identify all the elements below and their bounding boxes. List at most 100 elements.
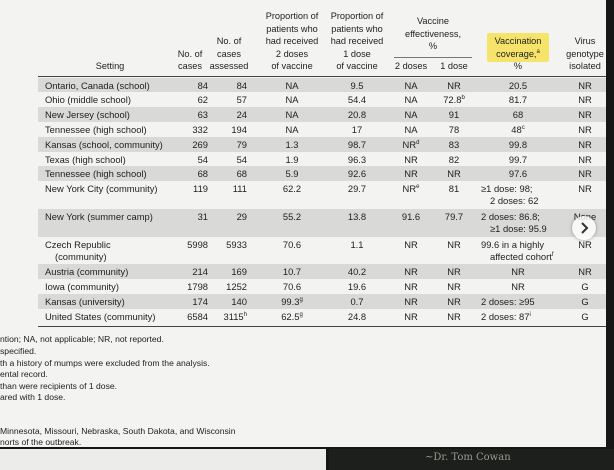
cell-text: 62 <box>197 93 208 105</box>
cell-text: 99.6 in a highly <box>481 238 545 250</box>
table-cell: NRd <box>392 139 430 151</box>
footnote-mark: f <box>551 251 554 258</box>
cell-text: NR <box>404 265 418 277</box>
cell-text: had received <box>330 36 384 47</box>
table-cell: 57 <box>210 94 247 106</box>
table-cell: Czech Republic (community) <box>45 239 175 263</box>
cell-text: 24 <box>236 108 247 120</box>
cell-text: 2 doses <box>275 48 309 59</box>
table-cell: G <box>565 311 605 323</box>
table-cell: 31 <box>172 211 208 223</box>
header-cell: Vaccine effectiveness,% <box>392 10 474 53</box>
cell-text: 140 <box>231 295 247 307</box>
footnote-mark: h <box>243 311 247 318</box>
carousel-next[interactable] <box>572 216 596 240</box>
table-cell: NR <box>434 239 474 251</box>
cell-text: 194 <box>231 123 247 135</box>
table-cell: NR <box>434 281 474 293</box>
cell-text: New York (summer camp) <box>45 210 153 222</box>
rule <box>38 326 606 327</box>
cell-text: cases <box>177 61 202 72</box>
cell-text: 29 <box>236 210 247 222</box>
cell-text: Tennessee (high school) <box>45 167 147 179</box>
cell-text: 99.8 <box>508 138 528 150</box>
cell-text: ≥1 dose: 98; <box>481 182 533 194</box>
cell-text: G <box>581 310 589 322</box>
table-cell: Tennessee (high school) <box>45 168 175 180</box>
table-cell: NR <box>565 139 605 151</box>
table-cell: G <box>565 281 605 293</box>
table-cell: NA <box>392 80 430 92</box>
table-cell: Kansas (school, community) <box>45 139 175 151</box>
cell-text: 2 doses: 87 <box>481 310 530 322</box>
table-cell: 2 doses: 86.8; ≥1 dose: 95.9 <box>481 211 561 235</box>
table-cell: 99.3g <box>261 296 323 308</box>
cell-text: 92.6 <box>347 167 367 179</box>
cell-text: had received <box>265 36 319 47</box>
table-cell: NR <box>565 154 605 166</box>
cell-text: NA <box>285 79 299 91</box>
cell-text: 70.6 <box>282 238 302 250</box>
text-line: 2 doses <box>392 60 430 73</box>
cell-text: 6584 <box>187 310 208 322</box>
cell-text: 62.5 <box>281 310 300 322</box>
cell-text: isolated <box>569 61 601 72</box>
text-line: % <box>392 40 474 53</box>
bottom-strip <box>0 449 326 470</box>
cell-text: 31 <box>197 210 208 222</box>
table-cell: NR <box>392 311 430 323</box>
text-line: ≥1 dose: 98; <box>481 183 561 195</box>
cell-text: 10.7 <box>282 265 302 277</box>
footnote-mark: g <box>299 296 303 303</box>
cell-text: NR <box>404 167 418 179</box>
table-cell: NA <box>392 124 430 136</box>
cell-text: New Jersey (school) <box>45 108 130 120</box>
header-cell: No. of cases <box>170 10 210 73</box>
table-cell: 54 <box>172 154 208 166</box>
cell-text: 40.2 <box>347 265 367 277</box>
table-cell: Kansas (university) <box>45 296 175 308</box>
cell-text: 2 doses: ≥95 <box>481 295 535 307</box>
cell-text: Czech Republic <box>45 238 111 250</box>
cell-text: NR <box>402 182 417 194</box>
table-cell: 24 <box>210 109 247 121</box>
table-cell: NR <box>434 266 474 278</box>
cell-text: Ontario, Canada (school) <box>45 79 150 91</box>
cell-text: NA <box>404 93 418 105</box>
cell-text: 81 <box>448 182 460 194</box>
row-shade <box>38 137 606 152</box>
cell-text: NR <box>511 280 525 292</box>
cell-text: NR <box>447 295 461 307</box>
cell-text: affected cohort <box>490 250 552 262</box>
text-line: Vaccine <box>392 15 474 28</box>
cell-text: Vaccination <box>494 36 542 47</box>
table-cell: 54 <box>210 154 247 166</box>
header-cell: Virus genotype isolated <box>562 10 606 73</box>
table-cell: 111 <box>210 183 247 195</box>
table-cell: 98.7 <box>326 139 388 151</box>
row-shade <box>38 166 606 181</box>
table-cell: 91.6 <box>392 211 430 223</box>
chevron-icon <box>581 222 589 234</box>
table-cell: 92.6 <box>326 168 388 180</box>
text-line: genotype <box>562 48 606 61</box>
table-cell: 84 <box>172 80 208 92</box>
cell-text: NR <box>578 265 592 277</box>
cell-text: Proportion of <box>265 11 319 22</box>
text-line: 2 doses: 62 <box>481 195 561 207</box>
cell-text: 82 <box>448 153 460 165</box>
table-cell: 82 <box>434 154 474 166</box>
footnote: ental record. <box>0 369 48 379</box>
cell-text: 72.8 <box>443 93 462 105</box>
cell-text: G <box>581 295 589 307</box>
cell-text: Iowa (community) <box>45 280 119 292</box>
cell-text: 68 <box>236 167 247 179</box>
cell-text: of vaccine <box>271 61 313 72</box>
table-cell: 5933 <box>210 239 247 251</box>
table-cell: NA <box>261 94 323 106</box>
table-cell: 54.4 <box>326 94 388 106</box>
table-cell: NR <box>478 266 558 278</box>
table-cell: 6584 <box>172 311 208 323</box>
table-cell: 79.7 <box>434 211 474 223</box>
table-cell: NR <box>565 94 605 106</box>
